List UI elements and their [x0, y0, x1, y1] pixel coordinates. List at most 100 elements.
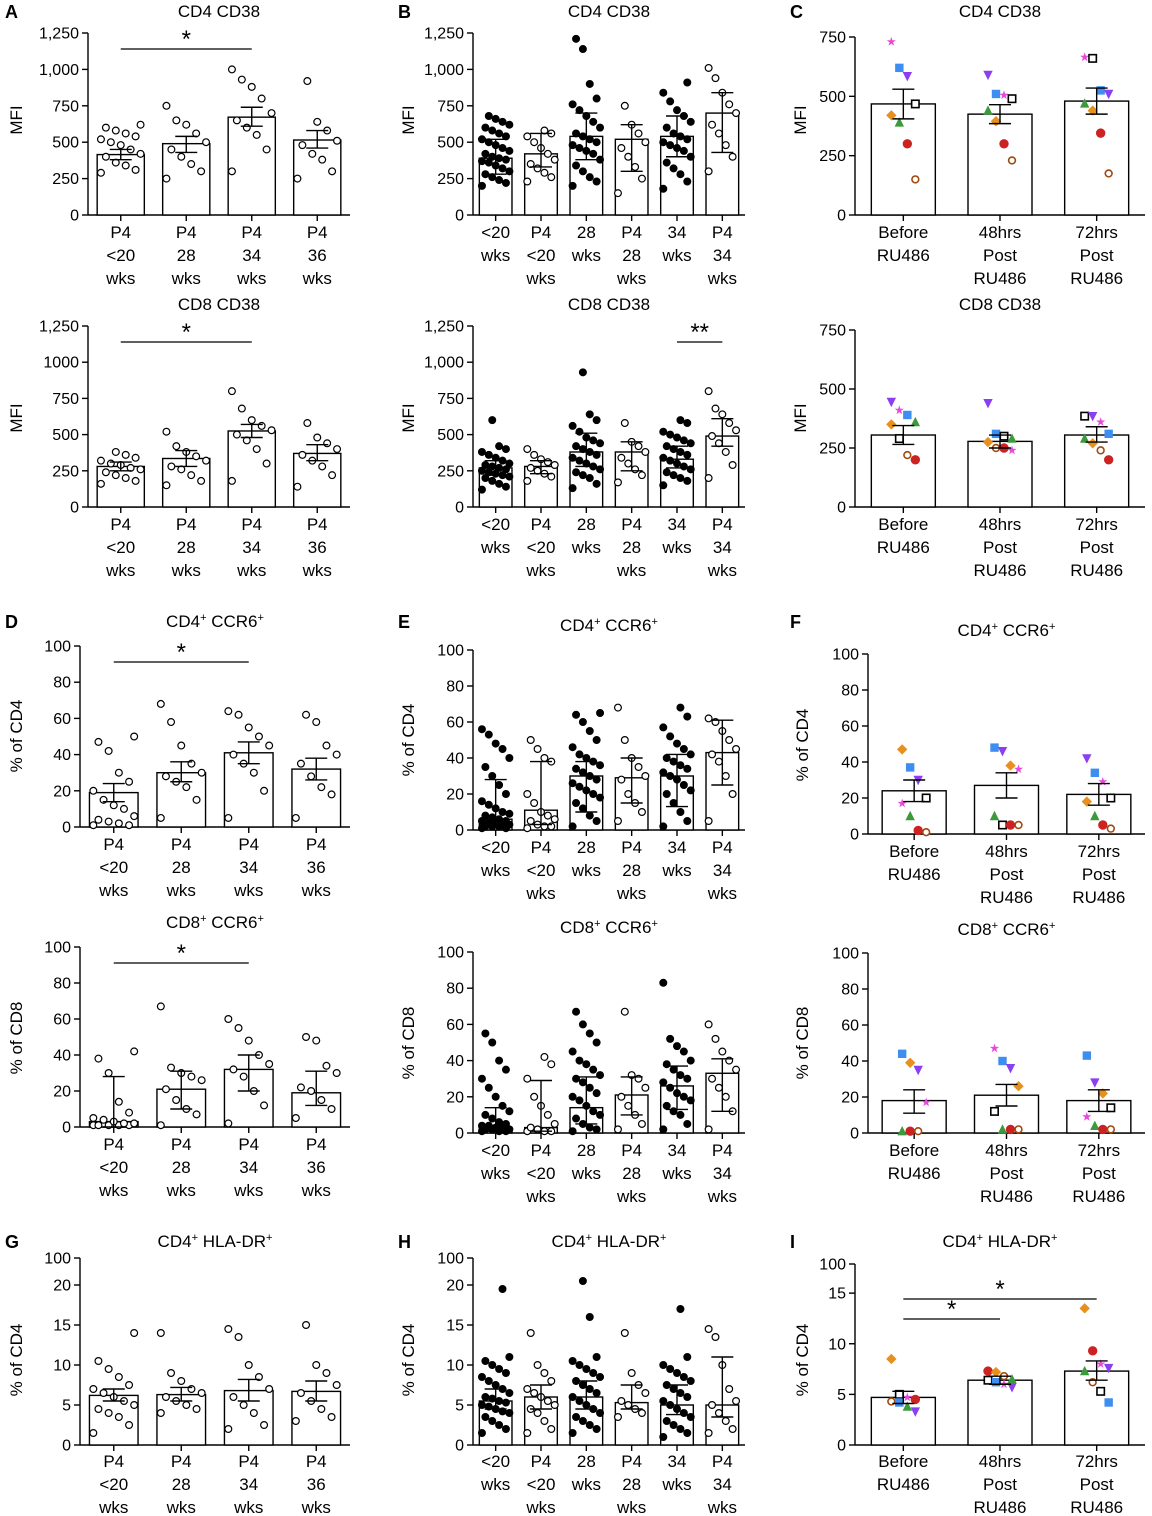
data-point: [302, 1320, 311, 1329]
data-point: [578, 1276, 587, 1285]
data-point: [523, 824, 532, 833]
patient-point: [897, 1049, 907, 1058]
data-point: [679, 146, 688, 155]
patient-point: [902, 1392, 912, 1402]
y-tick-label: 250: [819, 441, 846, 458]
data-point: [224, 1014, 233, 1023]
data-point: [484, 111, 493, 120]
data-point: [172, 1095, 181, 1104]
data-point: [596, 123, 605, 132]
data-point: [481, 1110, 490, 1119]
patient-point: [1103, 89, 1114, 100]
patient-point: [1082, 1051, 1092, 1060]
chart-title: CD4 CD38: [568, 2, 650, 21]
x-tick-label: 34: [713, 1475, 732, 1494]
x-tick-label: wks: [707, 884, 737, 903]
data-point: [317, 1095, 326, 1104]
data-point: [578, 445, 587, 454]
x-tick-label: P4: [531, 515, 552, 534]
x-tick-label: Post: [989, 1164, 1023, 1183]
x-tick-label: wks: [661, 1164, 691, 1183]
data-point: [585, 726, 594, 735]
data-point: [732, 1396, 741, 1405]
data-point: [592, 138, 601, 147]
x-tick-label: RU486: [974, 1498, 1027, 1516]
data-point: [267, 109, 276, 118]
data-point: [484, 450, 493, 459]
data-point: [197, 1388, 206, 1397]
patient-point: [1096, 1359, 1106, 1368]
x-tick-label: 28: [577, 515, 596, 534]
y-tick-label: 1,250: [424, 319, 464, 336]
x-tick-label: wks: [571, 1475, 601, 1494]
data-point: [312, 1036, 321, 1045]
y-tick-label: 250: [437, 463, 464, 480]
y-tick-label: 750: [437, 391, 464, 408]
data-point: [666, 1034, 675, 1043]
x-tick-label: 34: [713, 861, 732, 880]
data-point: [488, 416, 497, 425]
data-point: [477, 181, 486, 190]
data-point: [232, 430, 241, 439]
x-tick-label: Post: [1080, 538, 1114, 557]
title-part: CCR6: [998, 621, 1049, 640]
data-point: [704, 1125, 713, 1134]
data-point: [575, 1096, 584, 1105]
data-point: [333, 445, 342, 454]
x-tick-label: P4: [621, 1141, 642, 1160]
y-tick-label: 1,000: [424, 355, 464, 372]
patient-point: [905, 810, 915, 821]
chart-title: CD4+ CCR6+: [166, 612, 264, 631]
data-point: [192, 452, 201, 461]
x-tick-label: RU486: [1070, 561, 1123, 580]
data-point: [683, 1119, 692, 1128]
data-point: [247, 416, 256, 425]
data-point: [676, 170, 685, 179]
data-point: [666, 1364, 675, 1373]
x-tick-label: P4: [531, 223, 552, 242]
data-point: [596, 1071, 605, 1080]
data-point: [167, 145, 176, 154]
data-point: [676, 1388, 685, 1397]
data-point: [704, 474, 713, 483]
x-tick-label: wks: [707, 1498, 737, 1516]
data-point: [136, 149, 145, 158]
data-point: [106, 459, 115, 468]
data-point: [533, 164, 542, 173]
patient-point: [894, 434, 904, 444]
x-tick-label: wks: [707, 1187, 737, 1206]
title-superscript: +: [992, 920, 998, 932]
x-tick-label: <20: [106, 538, 135, 557]
x-tick-label: 72hrs: [1075, 1452, 1118, 1471]
patient-point: [1087, 438, 1098, 449]
data-point: [725, 419, 734, 428]
y-tick-label: 750: [819, 30, 846, 47]
data-point: [683, 816, 692, 825]
data-point: [488, 1360, 497, 1369]
x-tick-label: wks: [236, 561, 266, 580]
data-point: [229, 1392, 238, 1401]
data-point: [543, 811, 552, 820]
significance-label: *: [177, 639, 186, 666]
data-point: [101, 123, 110, 132]
patient-point: [913, 825, 923, 836]
data-point: [585, 410, 594, 419]
x-tick-label: RU486: [974, 561, 1027, 580]
patient-point: [1013, 764, 1024, 774]
y-tick-label: 40: [841, 755, 859, 772]
data-point: [659, 453, 668, 462]
data-point: [686, 1412, 695, 1421]
data-point: [568, 421, 577, 430]
data-point: [491, 739, 500, 748]
data-point: [669, 1420, 678, 1429]
y-axis-label: MFI: [7, 105, 26, 134]
x-tick-label: Before: [878, 515, 928, 534]
data-point: [291, 1416, 300, 1425]
x-tick-label: Before: [878, 1452, 928, 1471]
data-point: [332, 750, 341, 759]
y-tick-label: 20: [841, 1090, 859, 1107]
data-point: [572, 764, 581, 773]
panel-letter-h: H: [398, 1232, 411, 1252]
data-point: [114, 1372, 123, 1381]
data-point: [322, 1368, 331, 1377]
